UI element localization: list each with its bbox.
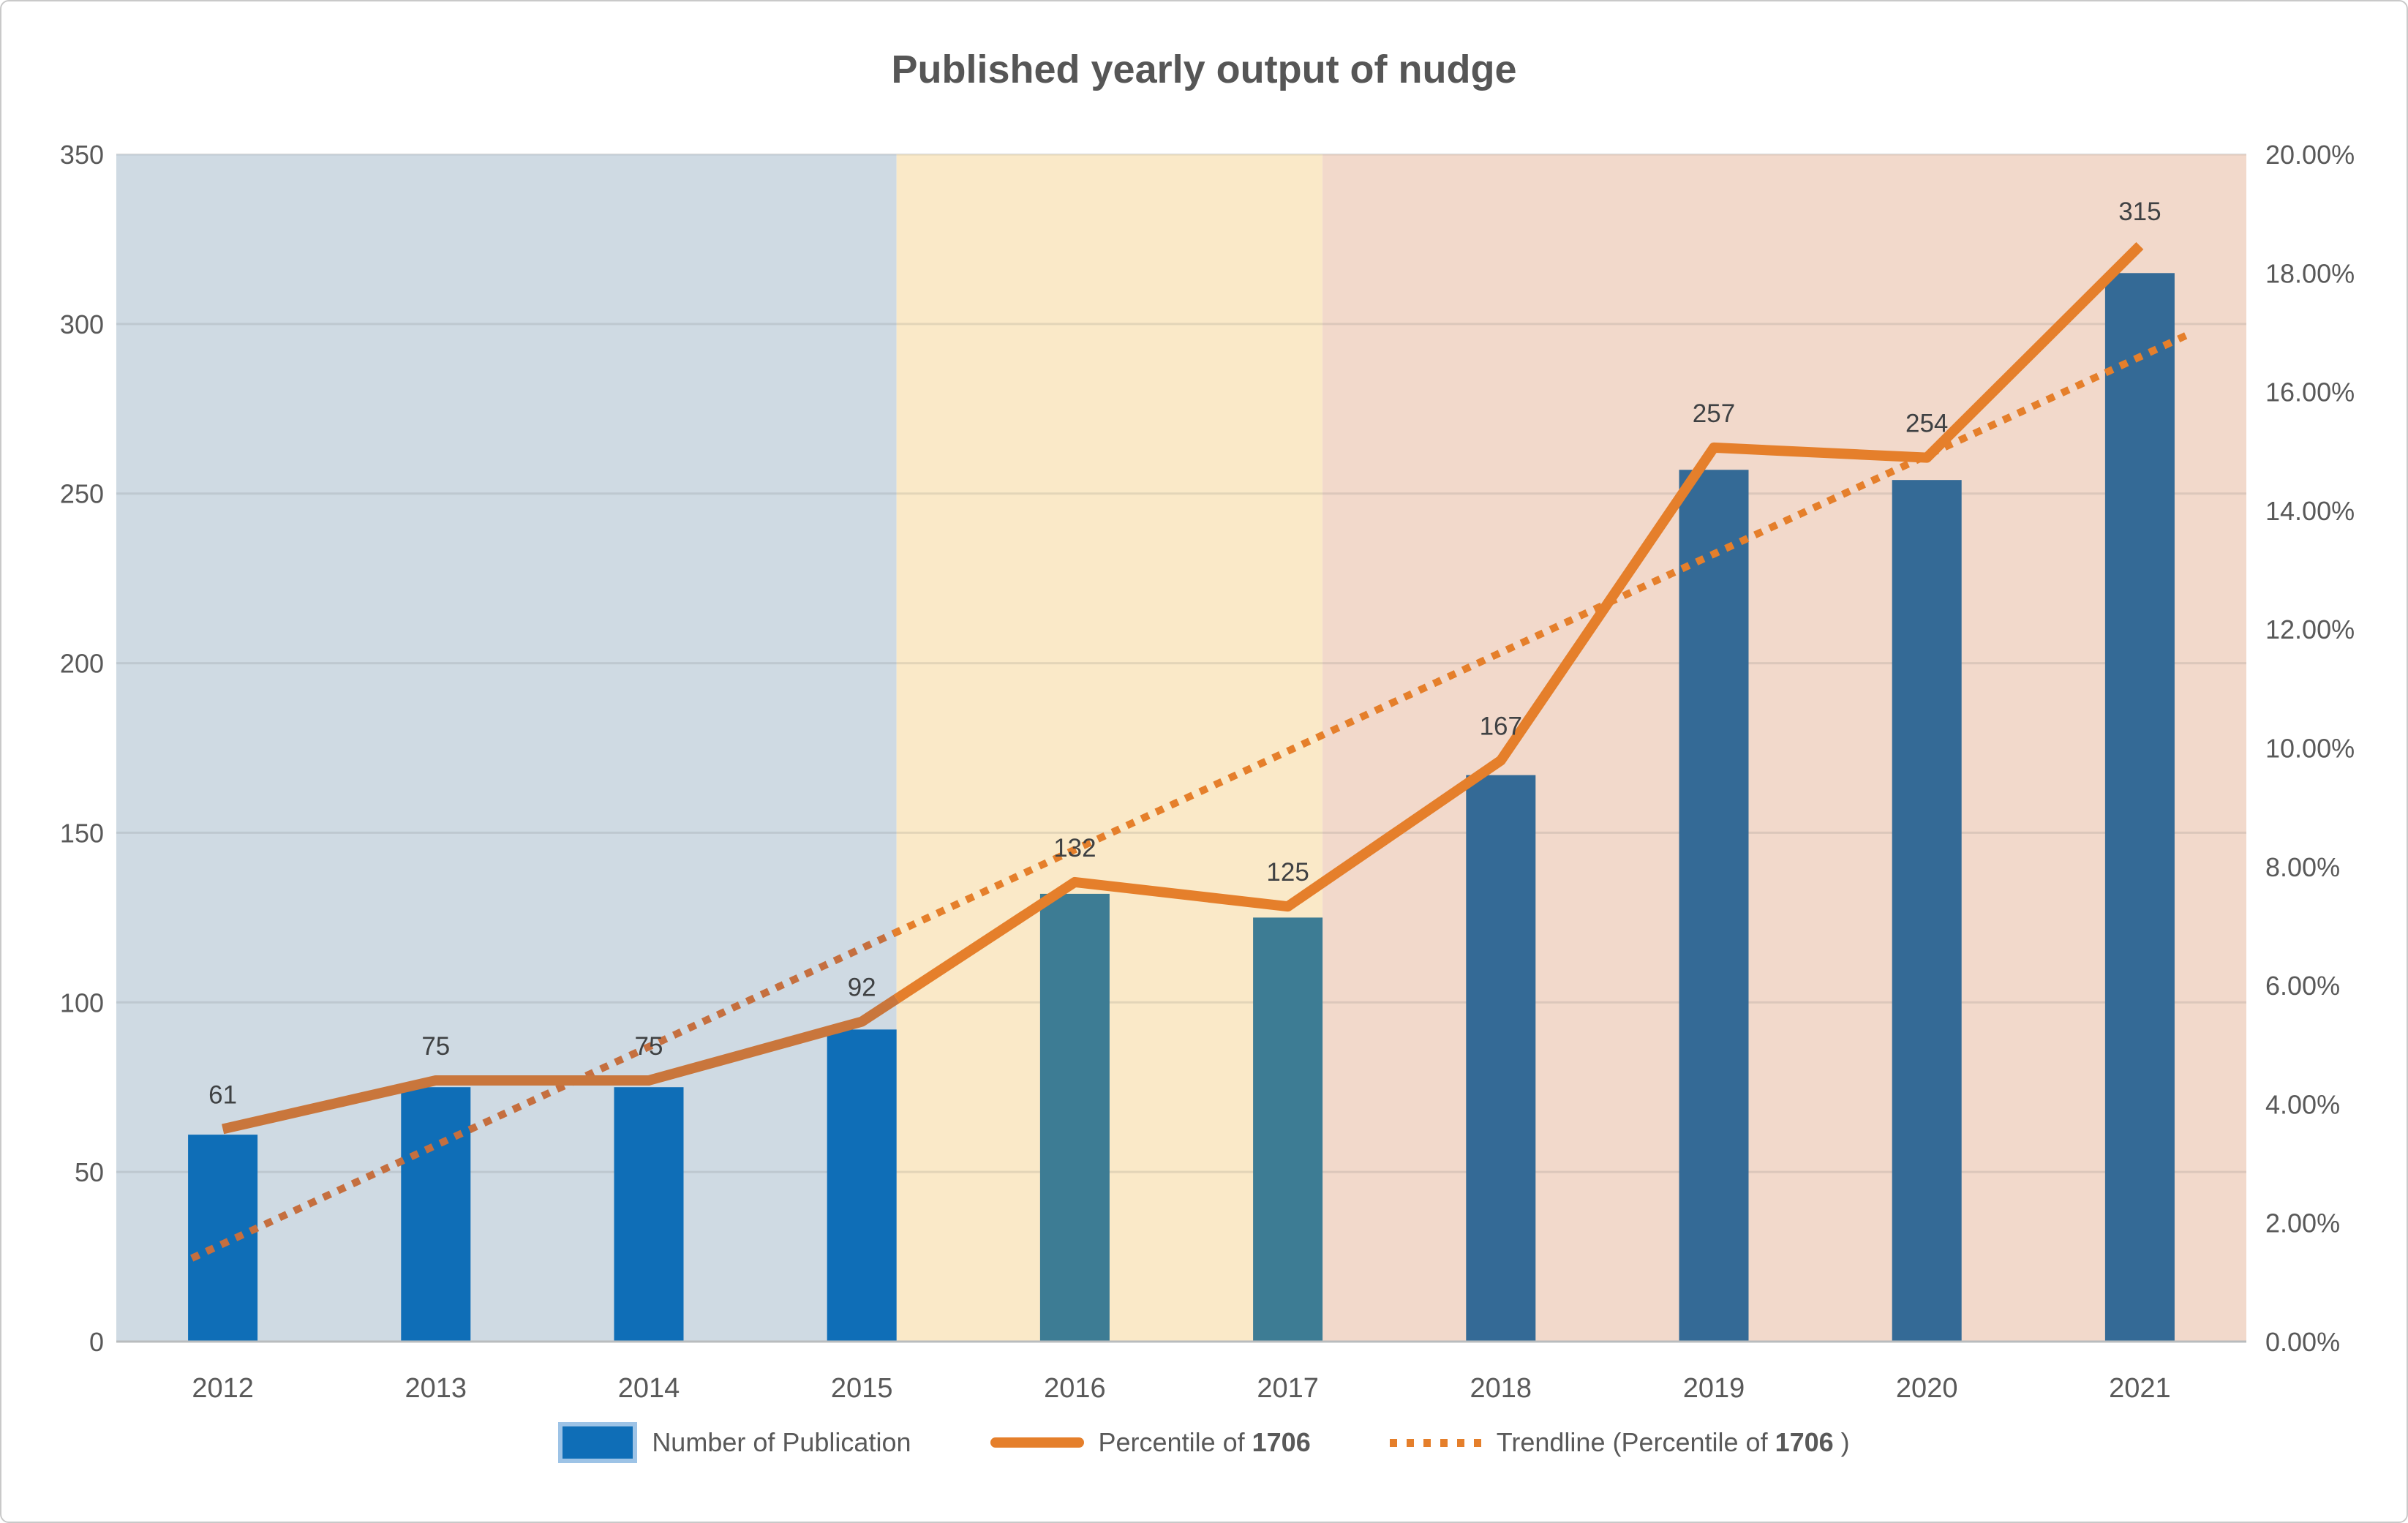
x-axis-label: 2014 [618, 1373, 680, 1404]
bar-2014 [614, 1087, 684, 1342]
dotted-line-swatch-icon [1389, 1438, 1482, 1447]
right-axis-tick: 20.00% [2265, 140, 2355, 170]
bar-2020 [1892, 480, 1962, 1342]
left-axis-tick: 150 [60, 818, 104, 848]
bar-value-label: 61 [208, 1080, 237, 1109]
bar-value-label: 315 [2118, 198, 2161, 226]
bar-2019 [1679, 470, 1749, 1342]
bar-value-label: 125 [1266, 858, 1309, 887]
right-axis-tick: 2.00% [2265, 1208, 2340, 1238]
legend-percentile-prefix: Percentile of [1098, 1427, 1252, 1457]
bar-value-label: 75 [635, 1032, 663, 1061]
x-axis-label: 2012 [192, 1373, 254, 1404]
legend-trendline-prefix: Trendline (Percentile of [1496, 1427, 1775, 1457]
right-axis-tick: 10.00% [2265, 734, 2355, 764]
left-axis-tick: 350 [60, 140, 104, 170]
bar-value-label: 254 [1905, 410, 1948, 438]
right-axis-tick: 6.00% [2265, 971, 2340, 1001]
legend: Number of Publication Percentile of 1706… [1, 1422, 2407, 1463]
right-axis-tick: 4.00% [2265, 1089, 2340, 1119]
right-axis-tick: 8.00% [2265, 852, 2340, 882]
legend-item-publications: Number of Publication [558, 1422, 911, 1463]
right-axis-tick: 14.00% [2265, 496, 2355, 526]
legend-trendline-bold: 1706 [1775, 1427, 1834, 1457]
right-axis-tick: 0.00% [2265, 1327, 2340, 1357]
percentile-line-shaded-segment [222, 994, 900, 1135]
bar-value-label: 92 [848, 974, 876, 1002]
bar-2018 [1466, 775, 1536, 1342]
legend-item-trendline: Trendline (Percentile of 1706 ) [1389, 1427, 1850, 1458]
left-axis-tick: 300 [60, 309, 104, 339]
right-axis-tick: 12.00% [2265, 614, 2355, 644]
legend-item-percentile: Percentile of 1706 [990, 1427, 1311, 1458]
x-axis-label: 2021 [2109, 1373, 2171, 1404]
left-axis-tick: 100 [60, 988, 104, 1018]
x-axis-label: 2017 [1257, 1373, 1319, 1404]
bar-value-label: 75 [421, 1032, 450, 1061]
x-axis-label: 2015 [831, 1373, 893, 1404]
bar-value-label: 132 [1053, 834, 1096, 862]
line-swatch-icon [990, 1437, 1084, 1448]
left-axis-tick: 200 [60, 649, 104, 679]
chart-title: Published yearly output of nudge [891, 48, 1517, 91]
x-axis-label: 2013 [405, 1373, 467, 1404]
legend-label-percentile: Percentile of 1706 [1099, 1427, 1311, 1458]
percentile-line [893, 242, 2144, 1004]
trendline-shaded-segment [190, 927, 902, 1262]
legend-label-trendline: Trendline (Percentile of 1706 ) [1497, 1427, 1850, 1458]
x-axis-label: 2020 [1896, 1373, 1958, 1404]
bar-2016 [1039, 893, 1110, 1342]
bar-2015 [827, 1029, 897, 1342]
left-axis-tick: 250 [60, 479, 104, 509]
bar-2017 [1253, 917, 1323, 1342]
x-axis-label: 2016 [1044, 1373, 1106, 1404]
right-axis-tick: 18.00% [2265, 258, 2355, 288]
x-axis-label: 2019 [1683, 1373, 1745, 1404]
legend-label-publications: Number of Publication [652, 1427, 911, 1457]
bar-swatch-icon [558, 1422, 638, 1463]
bar-2013 [401, 1087, 471, 1342]
trendline [892, 332, 2188, 937]
legend-trendline-suffix: ) [1833, 1427, 1850, 1457]
right-axis-tick: 16.00% [2265, 377, 2355, 407]
bar-value-label: 257 [1693, 399, 1735, 428]
x-axis-label: 2018 [1470, 1373, 1532, 1404]
legend-percentile-bold: 1706 [1252, 1427, 1311, 1457]
left-axis-tick: 50 [75, 1157, 104, 1187]
left-axis-tick: 0 [89, 1327, 104, 1357]
bar-value-label: 167 [1480, 712, 1522, 741]
bar-2012 [188, 1135, 258, 1342]
bar-2021 [2104, 273, 2175, 1342]
